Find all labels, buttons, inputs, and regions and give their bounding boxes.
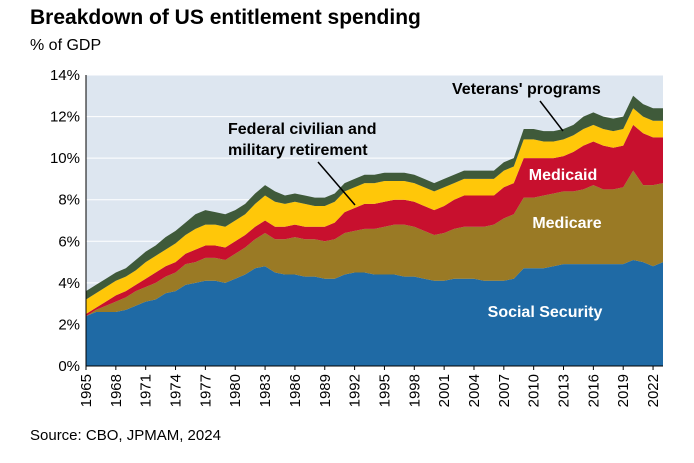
x-tick-label: 2016 <box>585 374 602 407</box>
label-veterans-programs: Veterans' programs <box>452 81 601 98</box>
y-tick-label: 14% <box>50 67 80 84</box>
x-tick-label: 1992 <box>347 374 364 407</box>
stacked-areas <box>86 95 663 366</box>
x-tick-label: 1998 <box>406 374 423 407</box>
x-axis-ticks: 1965 1968 1971 1974 1977 1980 1983 1986 1989 1992… <box>78 366 662 407</box>
chart-source: Source: CBO, JPMAM, 2024 <box>30 427 221 444</box>
area-series-1 <box>86 170 663 317</box>
x-tick-label: 1983 <box>257 374 274 407</box>
x-tick-label: 1989 <box>317 374 334 407</box>
y-tick-label: 4% <box>58 275 80 292</box>
area-series-3 <box>86 108 663 315</box>
x-tick-label: 1974 <box>168 374 185 407</box>
label-federal-retirement-line1: Federal civilian and <box>228 121 377 138</box>
x-tick-label: 2007 <box>496 374 513 407</box>
area-series-0 <box>86 259 663 366</box>
x-tick-label: 2013 <box>556 374 573 407</box>
label-federal-retirement-line2: military retirement <box>228 142 368 159</box>
axes <box>85 75 663 367</box>
label-medicare: Medicare <box>532 215 601 232</box>
chart-title: Breakdown of US entitlement spending <box>30 6 421 29</box>
y-tick-label: 12% <box>50 109 80 126</box>
y-tick-label: 6% <box>58 233 80 250</box>
y-tick-label: 2% <box>58 316 80 333</box>
x-tick-label: 2010 <box>526 374 543 407</box>
x-tick-label: 1986 <box>287 374 304 407</box>
area-series-2 <box>86 124 663 317</box>
label-social-security: Social Security <box>488 304 603 321</box>
x-tick-label: 1968 <box>108 374 125 407</box>
area-series-4 <box>86 95 663 300</box>
chart-subtitle: % of GDP <box>30 37 102 54</box>
x-tick-label: 1977 <box>197 374 214 407</box>
y-tick-label: 8% <box>58 192 80 209</box>
x-tick-label: 1971 <box>138 374 155 407</box>
x-tick-label: 1995 <box>376 374 393 407</box>
x-tick-label: 2004 <box>466 374 483 407</box>
x-tick-label: 1965 <box>78 374 95 407</box>
pointer-veterans-programs <box>539 100 564 132</box>
x-tick-label: 2001 <box>436 374 453 407</box>
x-tick-label: 1980 <box>227 374 244 407</box>
y-tick-label: 0% <box>58 358 80 375</box>
x-tick-label: 2019 <box>615 374 632 407</box>
label-medicaid: Medicaid <box>529 167 597 184</box>
pointer-federal-retirement <box>317 161 356 206</box>
y-tick-label: 10% <box>50 150 80 167</box>
x-tick-label: 2022 <box>645 374 662 407</box>
y-axis-ticks: 0% 2% 4% 6% 8% 10% 12% 14% <box>50 67 80 375</box>
